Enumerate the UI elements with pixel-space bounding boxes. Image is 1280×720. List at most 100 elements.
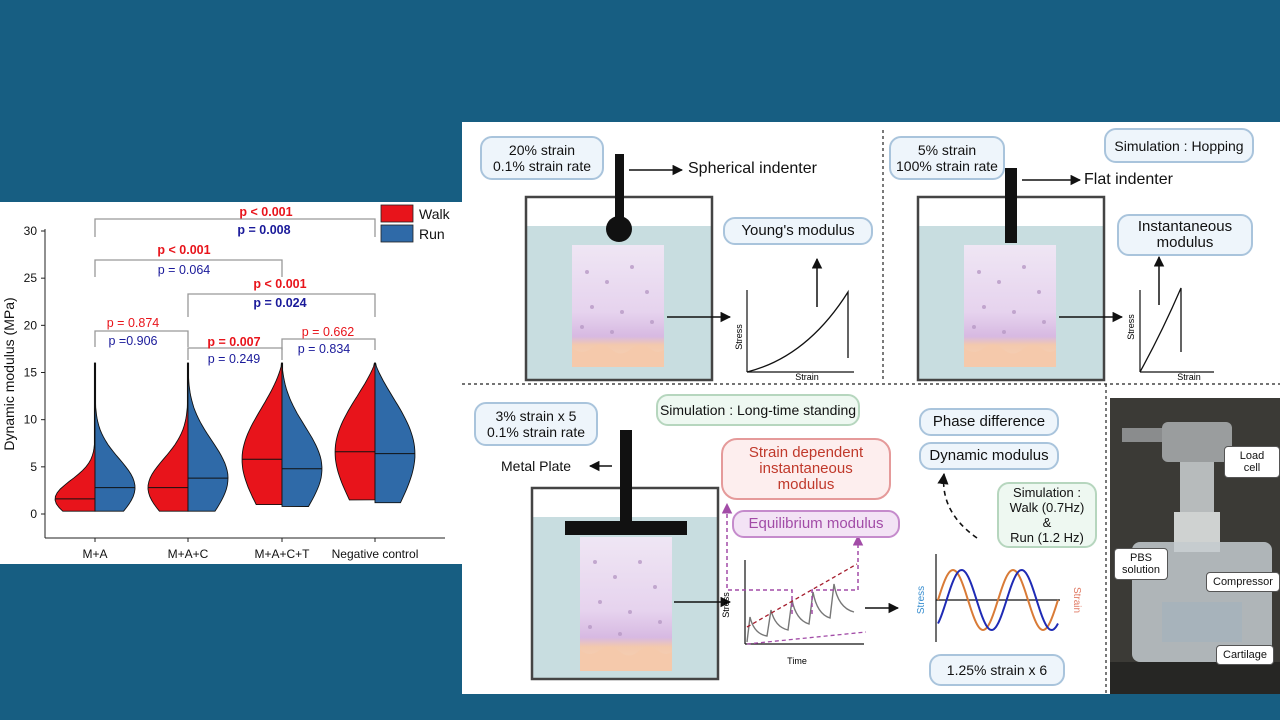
bracket-outer — [94, 218, 376, 237]
y-tick-label: 10 — [24, 413, 38, 427]
bottom-tissue — [580, 537, 672, 671]
legend-label-walk: Walk — [419, 206, 451, 222]
p-run-4: p =0.906 — [108, 334, 157, 348]
tl-tissue — [572, 245, 664, 367]
stress-sine — [937, 568, 1059, 632]
youngs-modulus-label: Young's modulus — [741, 222, 855, 239]
youngs-modulus-box: Young's modulus — [723, 217, 873, 245]
violin-half-run — [374, 362, 416, 504]
spherical-indenter-tip — [606, 216, 632, 242]
tr-bath — [916, 168, 1165, 382]
equilibrium-trend — [746, 631, 867, 645]
long-standing-simulation-label: Simulation : Long-time standing — [659, 402, 857, 418]
long-standing-simulation-box: Simulation : Long-time standing — [656, 394, 860, 426]
x-tick-label: M+A+C+T — [254, 547, 310, 561]
photo-label-compressor: Compressor — [1206, 572, 1280, 592]
legend-swatch-run — [380, 224, 414, 243]
tl-graph-x-label: Strain — [795, 372, 819, 382]
bracket-mac-ctrl — [187, 293, 376, 317]
tr-graph-x-label: Strain — [1177, 372, 1201, 382]
tl-bath — [524, 154, 823, 382]
p-run-1: p = 0.008 — [237, 223, 290, 237]
sine-strain-label: Strain — [1071, 587, 1082, 613]
tr-stress-strain-graph: Stress Strain — [1126, 287, 1214, 382]
x-tick-label: M+A — [82, 547, 107, 561]
relaxation-graph: Stress Time — [721, 502, 867, 666]
y-tick-label: 15 — [24, 366, 38, 380]
bottom-condition-line2: 0.1% strain rate — [486, 424, 586, 440]
tl-condition-line2: 0.1% strain rate — [492, 158, 592, 174]
walk-run-line1: Simulation : — [1013, 485, 1081, 500]
violin-half-run — [187, 362, 229, 512]
legend-label-run: Run — [419, 226, 445, 242]
p-walk-5: p = 0.007 — [207, 335, 260, 349]
equilibrium-modulus-box: Equilibrium modulus — [732, 510, 900, 538]
y-tick-label: 20 — [24, 318, 38, 332]
violin-half-run — [281, 362, 323, 507]
p-run-5: p = 0.249 — [208, 352, 261, 366]
p-walk-4: p = 0.874 — [107, 316, 160, 330]
diagram-graphics: Stress Strain Stress Strain — [462, 130, 1280, 694]
bracket-ma-mac — [94, 330, 189, 347]
equilibrium-modulus-label: Equilibrium modulus — [748, 515, 884, 532]
p-walk-1: p < 0.001 — [239, 205, 292, 219]
y-tick-label: 25 — [24, 271, 38, 285]
violins — [54, 362, 416, 512]
relaxation-curve — [746, 583, 855, 643]
strain-dependent-line2: instantaneous — [759, 460, 853, 477]
violin-half-run — [94, 362, 136, 512]
instantaneous-modulus-line1: Instantaneous — [1137, 218, 1233, 235]
y-tick-label: 0 — [30, 507, 37, 521]
phase-difference-label: Phase difference — [932, 413, 1046, 430]
photo-label-pbs: PBS solution — [1114, 548, 1168, 580]
instantaneous-trend — [746, 563, 858, 628]
strain-dependent-line1: Strain dependent — [748, 444, 864, 461]
tr-tissue — [964, 245, 1056, 367]
spherical-indenter-label: Spherical indenter — [688, 160, 817, 177]
tr-condition-box: 5% strain 100% strain rate — [889, 136, 1005, 180]
p-walk-6: p = 0.662 — [302, 325, 355, 339]
metal-plate — [565, 521, 687, 535]
hopping-simulation-box: Simulation : Hopping — [1104, 128, 1254, 163]
photo-label-cartilage: Cartilage — [1216, 645, 1275, 665]
violin-half-walk — [54, 362, 96, 512]
p-walk-2: p < 0.001 — [157, 243, 210, 257]
x-tick-label: M+A+C — [168, 547, 209, 561]
bracket-mac-mact — [187, 347, 283, 360]
tr-condition-line2: 100% strain rate — [896, 158, 998, 174]
p-run-3: p = 0.024 — [253, 296, 306, 310]
strain-dependent-modulus-box: Strain dependent instantaneous modulus — [721, 438, 891, 500]
violin-half-walk — [241, 362, 283, 506]
walk-run-simulation-box: Simulation : Walk (0.7Hz) & Run (1.2 Hz) — [997, 482, 1097, 548]
tl-stress-strain-graph: Stress Strain — [734, 289, 854, 382]
walk-run-line4: Run (1.2 Hz) — [1010, 530, 1084, 545]
violin-half-walk — [334, 362, 376, 501]
sine-stress-label: Stress — [916, 586, 927, 614]
tl-condition-box: 20% strain 0.1% strain rate — [480, 136, 604, 180]
x-ticks: M+A M+A+C M+A+C+T Negative control — [82, 538, 418, 561]
strain-sine — [937, 568, 1059, 632]
tl-graph-y-label: Stress — [734, 324, 744, 350]
dynamic-modulus-box: Dynamic modulus — [919, 442, 1059, 470]
bracket-ma-ctrl — [94, 259, 283, 277]
instantaneous-modulus-box: Instantaneous modulus — [1117, 214, 1253, 256]
walk-run-line2: Walk (0.7Hz) — [1009, 500, 1085, 515]
metal-plate-shaft — [620, 430, 632, 522]
photo-label-load-cell: Load cell — [1224, 446, 1280, 478]
hopping-simulation-label: Simulation : Hopping — [1114, 137, 1244, 154]
violin-half-walk — [147, 362, 189, 512]
p-walk-3: p < 0.001 — [253, 277, 306, 291]
relax-x-label: Time — [787, 656, 807, 666]
flat-indenter-label: Flat indenter — [1084, 171, 1173, 188]
tl-stress-curve — [746, 289, 849, 373]
spherical-indenter-shaft — [615, 154, 624, 224]
metal-plate-label: Metal Plate — [501, 458, 572, 474]
sine-graph: Stress Strain — [916, 472, 1082, 642]
p-run-2: p = 0.064 — [158, 263, 211, 277]
instantaneous-modulus-line2: modulus — [1156, 234, 1214, 251]
bottom-condition-line1: 3% strain x 5 — [495, 408, 577, 424]
y-tick-label: 30 — [24, 224, 38, 238]
x-tick-label: Negative control — [332, 547, 419, 561]
